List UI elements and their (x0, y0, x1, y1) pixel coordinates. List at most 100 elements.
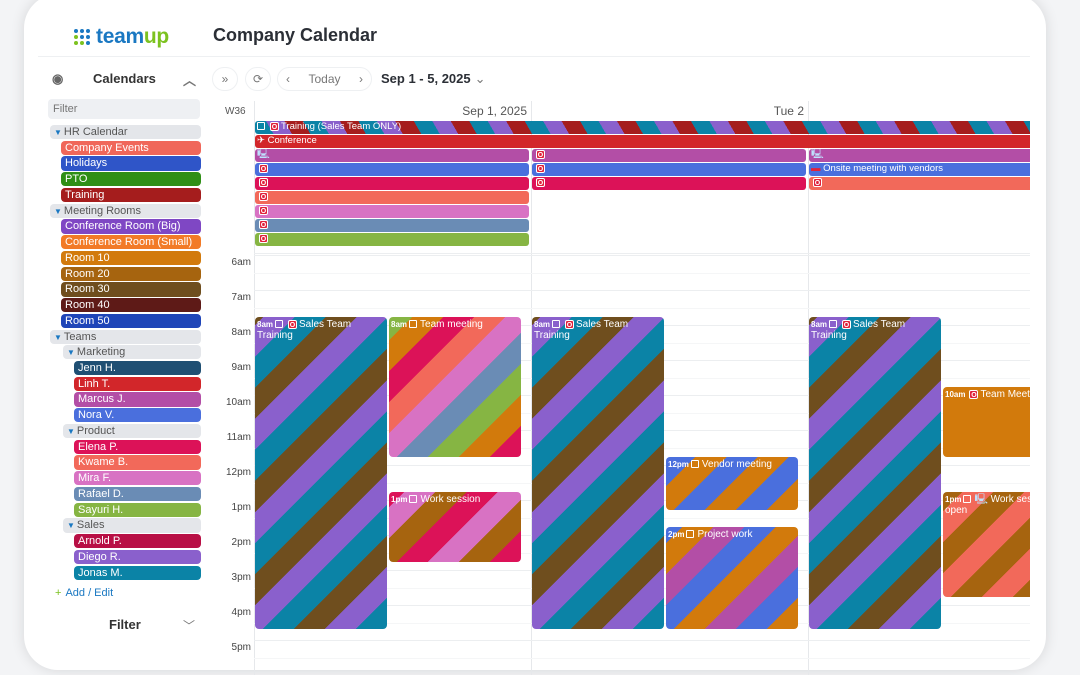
teamup-logo[interactable]: teamup (74, 25, 169, 49)
allday-event[interactable]: O (255, 163, 529, 176)
calendar-item[interactable]: Jenn H. (74, 361, 201, 376)
caret-down-icon[interactable]: ▼ (54, 128, 62, 137)
half-hour-line (254, 307, 1030, 309)
office-icon: O (536, 149, 545, 159)
filter-input[interactable] (48, 99, 200, 119)
add-edit-link[interactable]: + Add / Edit (55, 587, 113, 599)
allday-event[interactable]: O (532, 163, 806, 176)
allday-event[interactable]: O (255, 191, 529, 204)
caret-down-icon[interactable]: ▼ (67, 521, 75, 531)
chevron-down-icon[interactable]: ﹀ (183, 619, 196, 633)
hour-label: 12pm (225, 467, 251, 478)
collapse-sidebar-button[interactable]: » (212, 67, 238, 91)
calendar-item[interactable]: PTO (61, 172, 201, 187)
event-time: 2pm (668, 530, 685, 539)
calendar-group[interactable]: ▼ Sales (63, 518, 201, 533)
calendar-item[interactable]: Rafael D. (74, 486, 201, 502)
calendar-item[interactable]: Kwame B. (74, 455, 201, 470)
office-icon: O (813, 177, 822, 187)
calendar-event[interactable]: 8am O Sales Team Training (532, 317, 664, 629)
calendar-group[interactable]: ▼ Teams (50, 329, 201, 344)
allday-event[interactable]: ▬ Onsite meeting with vendors (809, 163, 1030, 176)
filter-section-label[interactable]: Filter (109, 617, 141, 632)
date-range-label: Sep 1 - 5, 2025 (381, 71, 471, 86)
allday-event[interactable]: O (255, 177, 529, 190)
allday-event[interactable]: O (255, 219, 529, 232)
hour-label: 6am (231, 257, 251, 268)
allday-event[interactable]: O (532, 149, 806, 162)
today-button[interactable]: Today (308, 72, 341, 86)
allday-event[interactable]: O (532, 177, 806, 190)
calendar-group[interactable]: ▼ Product (63, 423, 201, 439)
calendar-item[interactable]: Sayuri H. (74, 502, 201, 517)
allday-event[interactable]: O (809, 177, 1030, 190)
caret-down-icon[interactable]: ▼ (67, 426, 75, 436)
office-icon: O (565, 319, 575, 329)
calendar-label: Room 50 (65, 314, 110, 327)
allday-event[interactable]: 🖳 (809, 149, 1030, 162)
calendar-label: Jenn H. (78, 362, 116, 375)
calendar-label: Room 40 (65, 299, 110, 312)
calendar-item[interactable]: Company Events (61, 140, 201, 155)
calendar-item[interactable]: Jonas M. (74, 565, 201, 580)
calendar-item[interactable]: Marcus J. (74, 392, 201, 407)
calendar-item[interactable]: Nora V. (74, 408, 201, 423)
calendar-label: PTO (65, 173, 88, 186)
eye-icon[interactable]: ◉ (52, 71, 64, 86)
allday-event[interactable]: ✈ Conference (255, 135, 1030, 148)
calendar-label: Marketing (76, 346, 126, 359)
allday-event[interactable]: O (255, 205, 529, 218)
caret-down-icon[interactable]: ▼ (54, 206, 62, 216)
calendar-item[interactable]: Elena P. (74, 439, 201, 454)
calendar-item[interactable]: Room 30 (61, 282, 201, 297)
allday-event[interactable]: O Training (Sales Team ONLY) (255, 121, 1030, 134)
calendar-group[interactable]: ▼ Meeting Rooms (50, 203, 201, 218)
day-header[interactable]: Sep 1, 2025 (462, 104, 527, 118)
date-range-selector[interactable]: Sep 1 - 5, 2025 ⌄ (381, 71, 486, 87)
calendar-item[interactable]: Training (61, 187, 201, 203)
chevron-up-icon[interactable]: ︿ (182, 73, 196, 88)
office-icon: O (259, 177, 268, 187)
calendar-group[interactable]: ▼ HR Calendar (50, 125, 201, 140)
calendar-event[interactable]: 8am O Sales Team Training (809, 317, 941, 629)
calendar-item[interactable]: Room 40 (61, 298, 201, 313)
calendar-item[interactable]: Room 10 (61, 250, 201, 266)
calendars-header[interactable]: ◉ Calendars ︿ (52, 70, 202, 88)
event-time: 12pm (668, 460, 689, 469)
allday-event[interactable]: 🖳 (255, 149, 529, 162)
prev-button[interactable]: ‹ (286, 72, 290, 86)
calendar-event[interactable]: 2pm Project work (666, 527, 798, 629)
calendar-list: ▼ HR Calendar Company Events Holidays PTO Tra… (48, 125, 201, 581)
calendar-group[interactable]: ▼ Marketing (63, 345, 201, 360)
calendar-item[interactable]: Room 20 (61, 266, 201, 281)
calendar-item[interactable]: Linh T. (74, 376, 201, 391)
calendar-item[interactable]: Arnold P. (74, 534, 201, 549)
copy-icon (829, 320, 838, 329)
caret-down-icon[interactable]: ▼ (67, 348, 75, 358)
hour-label: 5pm (231, 642, 251, 653)
calendar-event[interactable]: 1pm Work session (389, 492, 521, 562)
calendar-item[interactable]: Mira F. (74, 471, 201, 486)
calendar-event[interactable]: 12pm Vendor meeting (666, 457, 798, 510)
caret-down-icon[interactable]: ▼ (54, 332, 62, 342)
day-header[interactable]: Tue 2 (773, 104, 804, 118)
calendar-label: Training (65, 188, 105, 201)
calendar-item[interactable]: Conference Room (Small) (61, 235, 201, 250)
calendar-item[interactable]: Diego R. (74, 549, 201, 565)
calendar-event[interactable]: 1pm 🖳 Work session open (943, 492, 1030, 597)
calendar-event[interactable]: 8am O Sales Team Training (255, 317, 387, 629)
refresh-button[interactable]: ⟳ (245, 67, 271, 91)
refresh-icon: ⟳ (252, 72, 264, 86)
calendar-event[interactable]: 8am Team meeting (389, 317, 521, 457)
computer-icon: 🖳 (257, 149, 270, 160)
hour-label: 10am (225, 397, 251, 408)
next-button[interactable]: › (359, 72, 363, 86)
calendar-item[interactable]: Holidays (61, 156, 201, 171)
event-time: 8am (811, 320, 828, 329)
calendar-item[interactable]: Conference Room (Big) (61, 219, 201, 234)
calendar-label: Sayuri H. (78, 503, 124, 516)
calendar-item[interactable]: Room 50 (61, 313, 201, 328)
allday-event[interactable]: O (255, 233, 529, 246)
event-title: Vendor meeting (701, 459, 772, 470)
